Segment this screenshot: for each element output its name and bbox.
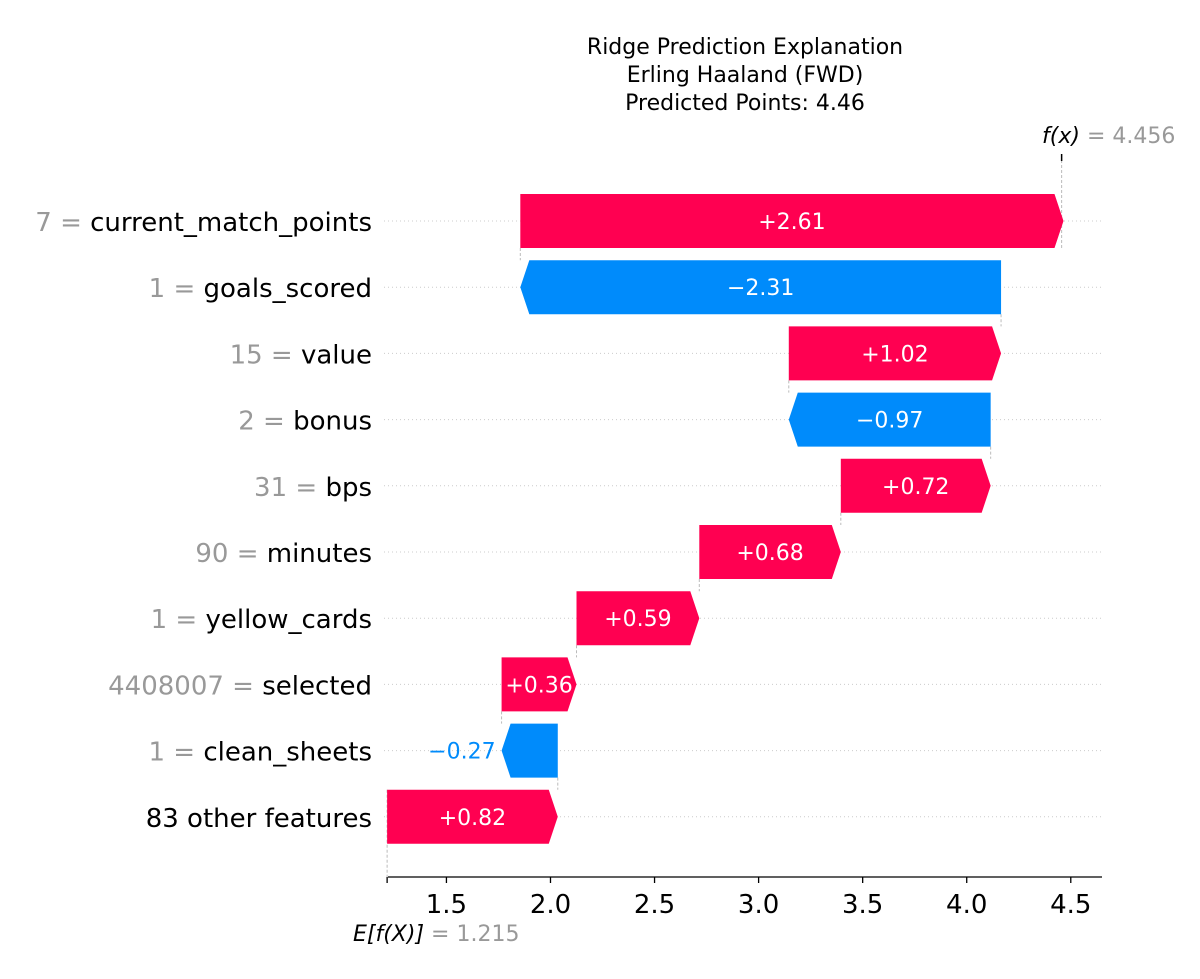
bar-value-label: +0.82 (439, 806, 506, 831)
bar-value-label: +0.59 (604, 607, 671, 632)
feature-value: 7 = (35, 208, 90, 238)
bar-value-label: +1.02 (861, 342, 928, 367)
feature-value: 31 = (254, 473, 325, 503)
x-tick-label: 4.0 (946, 890, 987, 920)
feature-name: bps (325, 473, 372, 503)
bar-value-label: +0.68 (736, 541, 803, 566)
positive-contribution-bar (840, 458, 991, 513)
plot-area: +2.61 7 = current_match_points −2.31 1 = go… (35, 124, 1175, 947)
feature-name: bonus (293, 407, 372, 437)
bar-value-label: −2.31 (727, 276, 794, 301)
feature-label: 1 = goals_scored (149, 274, 372, 304)
positive-contribution-bar (501, 657, 577, 712)
feature-name: yellow_cards (205, 605, 372, 635)
feature-name: current_match_points (90, 208, 372, 238)
positive-contribution-bar (387, 789, 558, 844)
bar-value-label: −0.97 (856, 409, 923, 434)
feature-name: 83 other features (146, 804, 372, 834)
feature-label: 4408007 = selected (108, 671, 372, 701)
feature-value: 1 = (151, 605, 206, 635)
chart-title-line-1: Ridge Prediction Explanation (587, 35, 903, 60)
feature-value: 90 = (195, 539, 266, 569)
final-value-annotation: f(x) = 4.456 (1042, 124, 1175, 149)
positive-contribution-bar (788, 326, 1002, 381)
feature-name: goals_scored (204, 274, 372, 304)
feature-label: 15 = value (230, 340, 372, 370)
bar-value-label: +0.36 (505, 673, 572, 698)
x-tick-label: 1.5 (426, 890, 467, 920)
negative-contribution-bar (501, 723, 558, 778)
base-value-number: = 1.215 (431, 922, 519, 947)
x-tick-label: 2.0 (530, 890, 571, 920)
final-value-label: f(x) (1042, 124, 1087, 149)
feature-label: 90 = minutes (195, 539, 372, 569)
feature-label: 83 other features (146, 804, 372, 834)
x-tick-label: 4.5 (1050, 890, 1091, 920)
bar-value-label: +2.61 (758, 210, 825, 235)
x-tick-label: 3.0 (738, 890, 779, 920)
x-tick-label: 3.5 (842, 890, 883, 920)
feature-name: selected (262, 671, 372, 701)
x-tick-label: 2.5 (634, 890, 675, 920)
feature-name: clean_sheets (203, 738, 372, 768)
base-value-label: E[f(X)] (353, 922, 431, 947)
bar-value-label: −0.27 (428, 740, 495, 765)
positive-contribution-bar (520, 194, 1064, 248)
base-value-annotation: E[f(X)] = 1.215 (353, 922, 519, 947)
feature-label: 1 = clean_sheets (148, 738, 372, 768)
chart-title-line-2: Erling Haaland (FWD) (627, 63, 864, 88)
feature-label: 31 = bps (254, 473, 372, 503)
feature-value: 2 = (238, 407, 293, 437)
feature-label: 2 = bonus (238, 407, 372, 437)
feature-value: 1 = (148, 738, 203, 768)
positive-contribution-bar (576, 591, 700, 646)
final-value-number: = 4.456 (1087, 124, 1175, 149)
positive-contribution-bar (699, 525, 841, 579)
feature-value: 4408007 = (108, 671, 262, 701)
bar-value-label: +0.72 (882, 475, 949, 500)
feature-label: 1 = yellow_cards (151, 605, 372, 635)
negative-contribution-bar (788, 392, 991, 447)
chart-title-line-3: Predicted Points: 4.46 (625, 91, 865, 116)
feature-label: 7 = current_match_points (35, 208, 372, 238)
feature-name: minutes (267, 539, 372, 569)
feature-name: value (301, 340, 372, 370)
negative-contribution-bar (520, 260, 1002, 315)
feature-value: 15 = (230, 340, 301, 370)
feature-value: 1 = (149, 274, 204, 304)
